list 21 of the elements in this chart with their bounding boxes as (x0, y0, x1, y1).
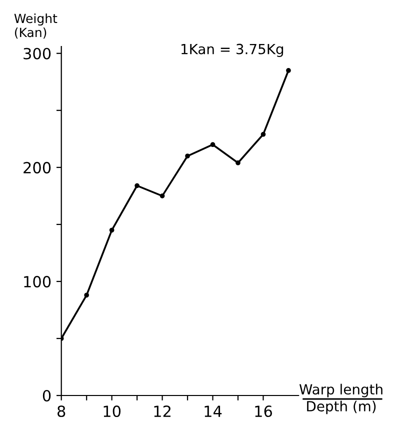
point (210, 142, 216, 148)
point (185, 154, 190, 158)
x-tick-label: 14 (204, 406, 222, 417)
x-tick-label: 12 (154, 405, 170, 417)
point (134, 183, 140, 188)
x-axis-title: Warp length Depth (m) (299, 384, 382, 414)
annotation: 1Kan = 3.75Kg (182, 44, 284, 57)
y-tick-label: 200 (24, 162, 51, 174)
point (84, 292, 90, 298)
y-axis-title: Weight (Kan) (14, 13, 58, 39)
point (260, 132, 266, 137)
point (286, 68, 291, 73)
x-tick-label: 8 (58, 405, 66, 418)
x-tick-label: 10 (104, 405, 121, 418)
y-tick-label: 300 (24, 48, 51, 60)
y-tick-label: 0 (42, 390, 51, 402)
point (160, 193, 165, 198)
y-tick-label: 100 (24, 276, 51, 288)
point (236, 160, 240, 166)
x-tick-label: 16 (255, 405, 272, 418)
point (109, 228, 114, 233)
